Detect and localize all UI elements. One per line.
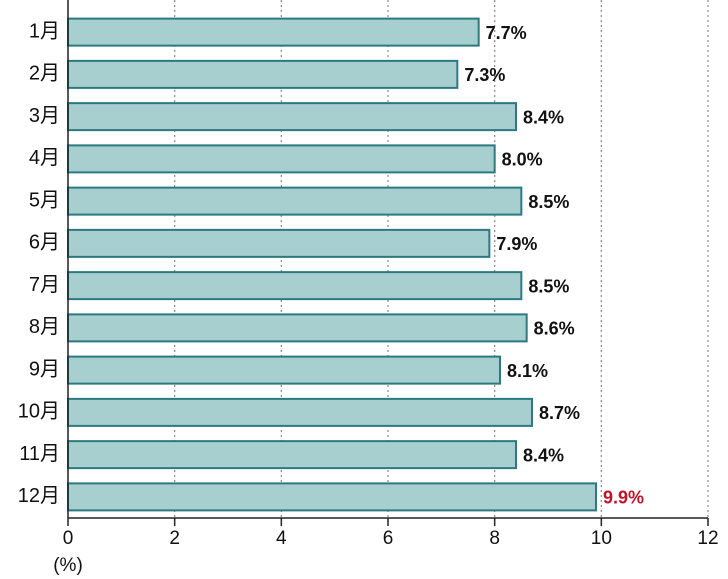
- value-label: 8.5%: [528, 192, 569, 212]
- y-tick-label: 9月: [29, 358, 60, 380]
- x-tick-label: 12: [697, 528, 718, 549]
- value-label: 8.0%: [502, 150, 543, 170]
- x-tick-label: 8: [489, 528, 500, 549]
- value-label: 7.9%: [496, 234, 537, 254]
- bar: [67, 59, 459, 89]
- bar: [67, 440, 517, 470]
- y-tick-label: 1月: [29, 20, 60, 42]
- value-label: 8.6%: [534, 319, 575, 339]
- x-tick-label: 6: [383, 528, 394, 549]
- value-label: 9.9%: [603, 488, 644, 508]
- y-tick-label: 11月: [19, 443, 60, 465]
- value-label: 8.1%: [507, 361, 548, 381]
- value-label: 8.4%: [523, 107, 564, 127]
- y-tick-label: 6月: [29, 232, 60, 254]
- x-axis-label: (%): [53, 555, 83, 576]
- bar: [67, 102, 517, 132]
- x-tick-label: 4: [276, 528, 287, 549]
- x-tick-label: 10: [591, 528, 612, 549]
- bar: [67, 228, 491, 258]
- y-tick-label: 5月: [29, 189, 60, 211]
- y-tick-label: 3月: [29, 105, 60, 127]
- y-tick-label: 7月: [29, 274, 60, 296]
- y-tick-label: 4月: [29, 147, 60, 169]
- bar: [67, 397, 533, 427]
- bar: [67, 144, 496, 174]
- bar: [67, 271, 523, 301]
- x-tick-label: 2: [169, 528, 180, 549]
- bar: [67, 355, 501, 385]
- y-tick-label: 12月: [18, 485, 60, 507]
- value-label: 8.7%: [539, 403, 580, 423]
- x-tick-label: 0: [63, 528, 74, 549]
- y-tick-label: 10月: [18, 401, 60, 423]
- bar: [67, 17, 480, 47]
- value-label: 7.7%: [486, 23, 527, 43]
- value-label: 7.3%: [464, 65, 505, 85]
- bar: [67, 313, 528, 343]
- y-tick-label: 2月: [29, 63, 60, 85]
- bar: [67, 186, 523, 216]
- value-label: 8.4%: [523, 445, 564, 465]
- bar: [67, 482, 597, 512]
- y-tick-label: 8月: [29, 316, 60, 338]
- value-label: 8.5%: [528, 276, 569, 296]
